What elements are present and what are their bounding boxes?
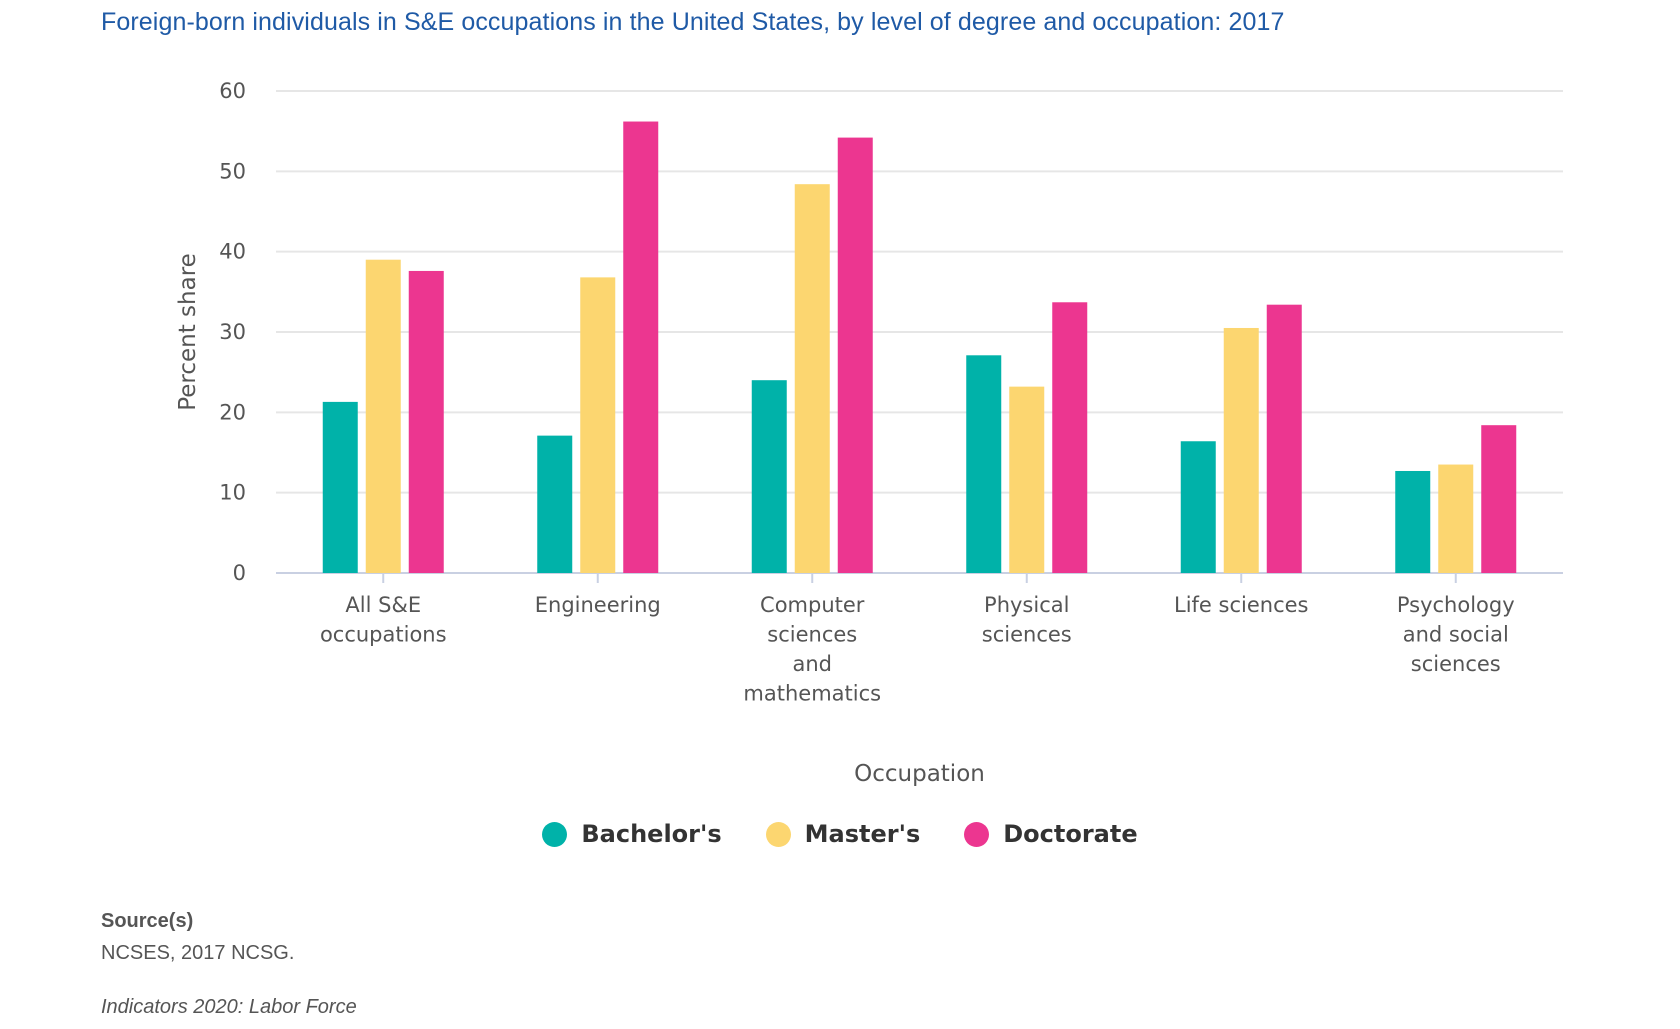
legend-swatch-bachelors — [542, 821, 568, 847]
y-tick-label: 60 — [219, 79, 246, 103]
x-tick-label: Life sciences — [1174, 593, 1308, 617]
legend-swatch-masters — [765, 821, 791, 847]
source-heading: Source(s) — [101, 910, 194, 932]
y-tick-label: 20 — [219, 400, 246, 424]
legend-item-bachelors[interactable]: Bachelor's — [542, 820, 722, 848]
source-text: NCSES, 2017 NCSG. — [101, 942, 295, 964]
y-tick-label: 40 — [219, 240, 246, 264]
legend-label-doctorate: Doctorate — [1003, 820, 1138, 848]
bar[interactable] — [537, 435, 573, 573]
bar[interactable] — [1223, 327, 1259, 573]
bar[interactable] — [837, 137, 873, 574]
y-tick-label: 30 — [219, 320, 246, 344]
bar[interactable] — [322, 401, 358, 573]
chart-title: Foreign-born individuals in S&E occupati… — [101, 8, 1285, 36]
bar[interactable] — [1180, 441, 1216, 573]
y-tick-label: 50 — [219, 159, 246, 183]
bar[interactable] — [794, 184, 830, 574]
bar[interactable] — [751, 380, 787, 573]
y-axis-title: Percent share — [175, 253, 201, 411]
x-tick-label: Computer sciences and mathematics — [743, 593, 881, 706]
y-tick-label: 0 — [233, 561, 246, 585]
bar-chart: 0 10 20 30 40 50 60 All S&E occupations Engineeri… — [175, 79, 1563, 787]
legend-label-bachelors: Bachelor's — [581, 820, 722, 848]
x-axis-title: Occupation — [854, 761, 985, 787]
legend-label-masters: Master's — [804, 820, 921, 848]
legend-swatch-doctorate — [964, 821, 990, 847]
bar[interactable] — [1009, 386, 1045, 573]
x-tick-label: All S&E occupations — [320, 593, 447, 647]
footer-note: Indicators 2020: Labor Force — [101, 996, 357, 1018]
bar[interactable] — [408, 270, 444, 573]
y-tick-label: 10 — [219, 481, 246, 505]
bar[interactable] — [365, 259, 401, 573]
x-tick-label: Engineering — [535, 593, 661, 617]
bar[interactable] — [580, 277, 616, 573]
bar[interactable] — [966, 355, 1002, 573]
legend-item-masters[interactable]: Master's — [765, 820, 921, 848]
x-tick-label: Physical sciences — [982, 593, 1072, 647]
bar[interactable] — [1266, 304, 1302, 573]
x-tick-label: Psychology and social sciences — [1397, 593, 1515, 676]
bar[interactable] — [1438, 464, 1474, 573]
legend: Bachelor's Master's Doctorate — [0, 820, 1680, 848]
legend-item-doctorate[interactable]: Doctorate — [964, 820, 1138, 848]
bar[interactable] — [1052, 302, 1088, 573]
bar[interactable] — [1481, 425, 1517, 573]
bar[interactable] — [623, 121, 659, 573]
bar[interactable] — [1395, 470, 1431, 573]
